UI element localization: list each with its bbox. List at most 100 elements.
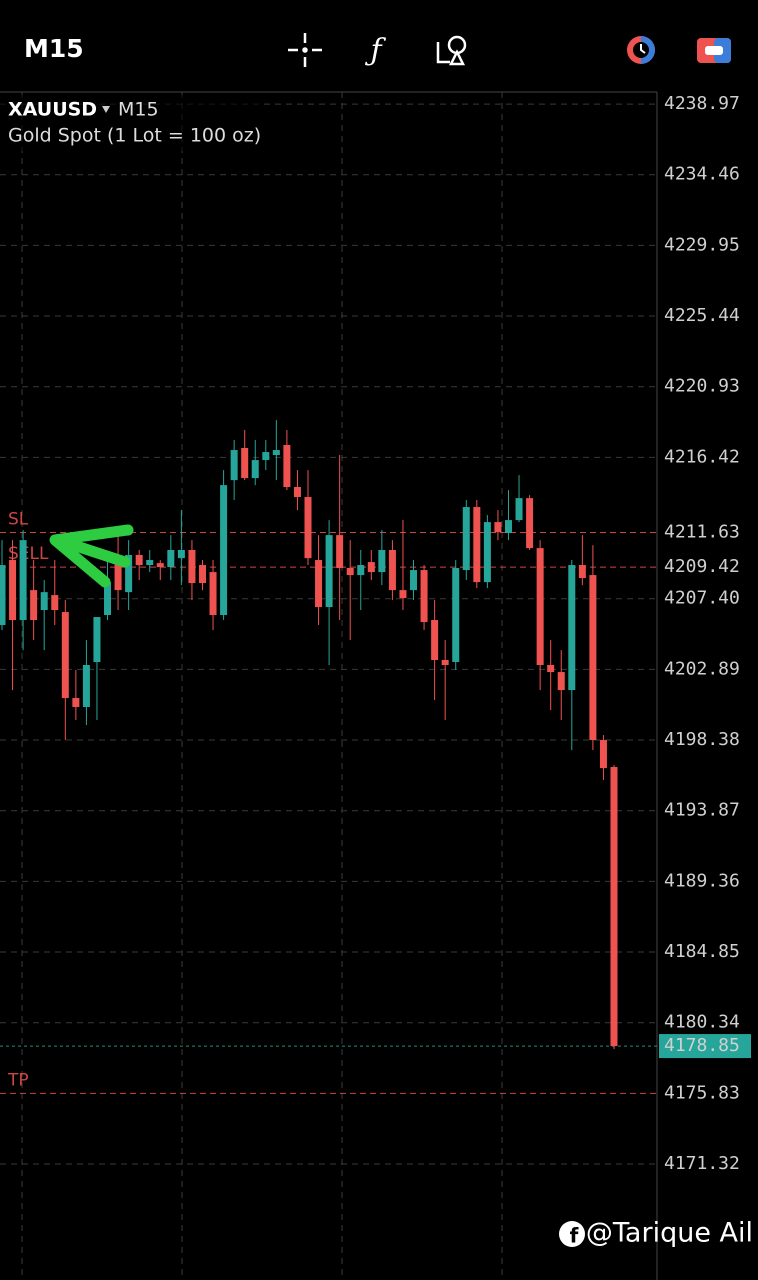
y-tick-label: 4229.95: [664, 234, 740, 255]
candle-body: [209, 572, 217, 616]
candle-body: [125, 555, 133, 593]
candle-body: [251, 460, 259, 479]
vertical-grid: [21, 92, 503, 1280]
candle-body: [568, 565, 576, 691]
account-icon[interactable]: [697, 38, 731, 63]
level-price-label: 4209.42: [664, 556, 740, 577]
candle-body: [104, 582, 112, 616]
price-axis: 4238.97 4234.46 4229.95 4225.44 4220.93 4216.…: [664, 93, 740, 1174]
candle-body: [230, 450, 238, 481]
trade-icon[interactable]: [627, 36, 655, 64]
y-tick-label: 4225.44: [664, 305, 740, 326]
objects-icon[interactable]: [436, 35, 467, 66]
level-price-label: 4175.83: [664, 1082, 740, 1103]
legend-background: [0, 95, 260, 151]
candle-body: [431, 620, 439, 660]
candle-body: [272, 450, 280, 456]
y-tick-label: 4193.87: [664, 800, 740, 821]
candle-body: [410, 570, 418, 591]
candle-body: [325, 535, 333, 608]
y-tick-label: 4207.40: [664, 588, 740, 609]
svg-text:f: f: [570, 1224, 579, 1248]
candles: [0, 420, 618, 1050]
candle-body: [441, 659, 449, 666]
y-tick-label: 4171.32: [664, 1153, 740, 1174]
candle-body: [336, 535, 344, 569]
candle-body: [483, 522, 491, 583]
candle-body: [304, 497, 312, 559]
candle-body: [388, 549, 396, 591]
candle-body: [135, 555, 143, 566]
candle-body: [547, 665, 555, 673]
candle-body: [156, 563, 164, 568]
candle-body: [262, 452, 270, 461]
facebook-icon: f: [559, 1221, 585, 1248]
candle-body: [610, 767, 618, 1047]
symbol: XAUUSD: [8, 99, 97, 121]
candle-body: [515, 498, 523, 521]
levels: SL 4211.63 SELL 4209.42 4178.85 TP 4175.83: [0, 509, 751, 1103]
candle-body: [536, 548, 544, 666]
candle-body: [82, 665, 90, 707]
candle-body: [526, 498, 534, 549]
candle-body: [378, 549, 386, 573]
candle-body: [40, 592, 48, 611]
candle-body: [452, 568, 460, 663]
candle-body: [114, 560, 122, 591]
candle-body: [241, 447, 249, 479]
y-tick-label: 4184.85: [664, 941, 740, 962]
y-tick-label: 4234.46: [664, 164, 740, 185]
candle-body: [399, 590, 407, 599]
symbol-dropdown[interactable]: [102, 106, 110, 113]
candle-body: [177, 549, 185, 559]
crosshair-icon[interactable]: [288, 33, 322, 67]
candle-body: [30, 590, 38, 621]
candle-body: [51, 595, 59, 611]
level-price-label: 4211.63: [664, 521, 740, 542]
candle-body: [557, 672, 565, 691]
candle-body: [504, 520, 512, 534]
y-tick-label: 4189.36: [664, 870, 740, 891]
candle-body: [293, 487, 301, 498]
y-tick-label: 4202.89: [664, 658, 740, 679]
candle-body: [420, 570, 428, 623]
candle-body: [357, 565, 365, 576]
level-name: TP: [7, 1070, 29, 1090]
candle-body: [578, 565, 586, 579]
legend-timeframe: M15: [118, 99, 159, 121]
symbol-legend: XAUUSD M15 Gold Spot (1 Lot = 100 oz): [0, 95, 261, 151]
candle-body: [93, 617, 101, 663]
y-tick-label: 4238.97: [664, 93, 740, 114]
candle-body: [19, 540, 27, 621]
candle-body: [0, 565, 6, 626]
top-bar: M15 ƒ: [24, 33, 731, 68]
symbol-description: Gold Spot (1 Lot = 100 oz): [8, 125, 261, 147]
level-name: SL: [8, 509, 29, 529]
level-price-box: [659, 1034, 751, 1059]
candle-body: [367, 562, 375, 573]
candle-body: [146, 560, 154, 566]
candle-body: [462, 507, 470, 571]
candle-body: [315, 560, 323, 608]
candle-body: [9, 560, 17, 621]
candle-body: [346, 568, 354, 576]
timeframe-button[interactable]: M15: [24, 34, 84, 63]
y-tick-label: 4216.42: [664, 446, 740, 467]
candle-body: [220, 485, 228, 616]
candle-body: [494, 522, 502, 533]
candle-body: [599, 740, 607, 769]
candle-body: [473, 507, 481, 583]
indicators-icon[interactable]: ƒ: [364, 33, 386, 68]
candle-body: [589, 575, 597, 741]
candle-body: [283, 445, 291, 488]
y-tick-label: 4220.93: [664, 376, 740, 397]
y-tick-label: 4180.34: [664, 1012, 740, 1033]
level-name: SELL: [8, 544, 49, 564]
level-price-label: 4178.85: [664, 1035, 740, 1056]
candle-body: [72, 698, 80, 707]
watermark: @Tarique Ail: [586, 1218, 753, 1249]
y-tick-label: 4198.38: [664, 729, 740, 750]
candle-body: [188, 549, 196, 584]
candle-body: [198, 565, 206, 584]
